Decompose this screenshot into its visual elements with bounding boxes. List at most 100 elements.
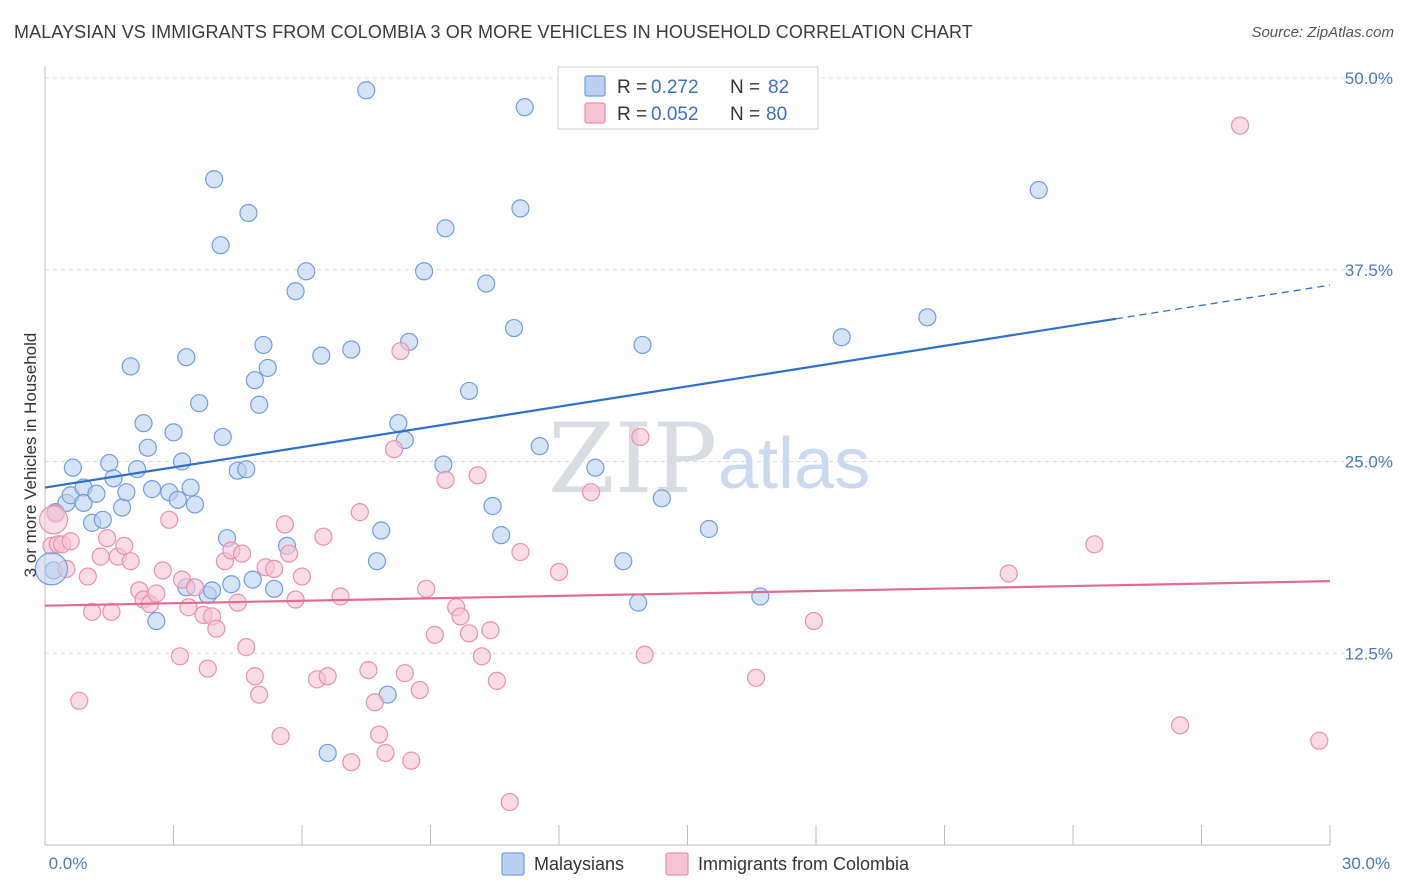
data-point-malaysians <box>142 480 162 499</box>
data-point-malaysians <box>652 489 671 508</box>
data-point-colombia-cluster <box>38 505 69 535</box>
data-point-malaysians <box>699 519 719 539</box>
data-point-colombia <box>160 510 179 529</box>
trend-line-colombia <box>44 580 1331 607</box>
legend-n-label-malaysians: N = <box>730 77 760 98</box>
data-point-malaysians <box>389 414 408 433</box>
x-tick-label-min: 0.0% <box>49 854 88 873</box>
data-point-malaysians <box>414 262 434 281</box>
data-point-malaysians <box>614 552 633 571</box>
data-point-malaysians <box>297 262 316 281</box>
data-point-malaysians <box>586 458 605 477</box>
data-point-malaysians <box>832 328 851 347</box>
data-point-colombia <box>350 503 369 522</box>
data-point-colombia <box>487 671 506 690</box>
data-point-colombia <box>185 578 205 597</box>
data-point-colombia <box>245 667 264 686</box>
data-point-malaysians <box>74 493 93 513</box>
bottom-legend-swatch-colombia <box>665 852 689 876</box>
data-point-malaysians <box>185 495 205 514</box>
data-point-colombia <box>237 638 256 657</box>
data-point-colombia <box>342 753 361 772</box>
data-point-colombia <box>472 647 491 666</box>
watermark-zip: ZIP <box>548 403 717 515</box>
legend-r-label-colombia: R = <box>617 104 647 125</box>
data-point-colombia <box>78 567 97 586</box>
data-point-malaysians <box>211 236 230 255</box>
data-point-malaysians <box>254 335 273 355</box>
data-point-colombia <box>275 515 294 534</box>
legend-n-value-colombia: 80 <box>766 104 787 125</box>
data-point-malaysians <box>459 381 479 401</box>
data-point-malaysians <box>87 484 106 503</box>
data-point-malaysians <box>245 371 264 390</box>
data-point-malaysians <box>504 318 524 338</box>
watermark: ZIP atlas <box>548 403 870 515</box>
data-point-colombia <box>500 792 519 812</box>
data-point-malaysians-cluster <box>34 552 69 586</box>
data-point-malaysians <box>190 394 209 413</box>
data-point-colombia <box>1085 535 1104 554</box>
data-point-malaysians <box>1029 180 1048 200</box>
data-point-malaysians <box>100 453 119 473</box>
grid-lines <box>45 77 1392 654</box>
data-point-malaysians <box>93 510 112 529</box>
y-tick-label: 12.5% <box>1345 644 1393 663</box>
data-point-malaysians <box>63 458 82 477</box>
legend-r-value-malaysians: 0.272 <box>651 77 699 98</box>
data-point-colombia <box>511 542 530 562</box>
data-point-colombia <box>292 567 312 586</box>
data-point-malaysians <box>202 581 222 600</box>
data-point-colombia <box>271 726 290 746</box>
data-point-malaysians <box>265 579 284 598</box>
data-point-colombia <box>391 341 410 361</box>
data-point-colombia <box>1230 116 1250 135</box>
data-point-colombia <box>91 547 110 566</box>
data-point-malaysians <box>477 274 496 293</box>
bottom-legend-label-colombia: Immigrants from Colombia <box>698 854 910 874</box>
bottom-legend-swatch-malaysians <box>501 852 525 876</box>
data-point-colombia <box>170 647 190 666</box>
data-point-colombia <box>102 602 121 621</box>
data-point-malaysians <box>918 308 937 327</box>
data-point-malaysians <box>205 170 224 189</box>
data-point-colombia <box>468 466 487 485</box>
data-point-malaysians <box>318 743 337 763</box>
data-point-colombia <box>147 584 166 603</box>
data-point-malaysians <box>372 521 391 540</box>
data-point-colombia <box>61 532 80 551</box>
data-point-malaysians <box>121 357 140 376</box>
data-point-colombia <box>207 619 226 638</box>
chart-source: Source: ZipAtlas.com <box>1251 24 1394 41</box>
data-point-malaysians <box>239 203 258 223</box>
data-point-colombia <box>582 483 601 502</box>
data-point-malaysians <box>434 455 453 474</box>
data-point-colombia <box>179 598 198 617</box>
data-point-malaysians <box>177 348 196 367</box>
x-tick-label-max: 30.0% <box>1342 854 1390 873</box>
data-point-colombia <box>198 659 217 678</box>
data-point-malaysians <box>492 526 511 545</box>
y-tick-label: 25.0% <box>1345 453 1393 472</box>
data-point-malaysians <box>286 282 305 301</box>
data-point-malaysians <box>633 335 652 355</box>
data-point-malaysians <box>515 98 534 117</box>
bottom-legend-label-malaysians: Malaysians <box>534 854 624 874</box>
data-point-malaysians <box>250 395 269 414</box>
data-point-malaysians <box>237 460 256 479</box>
data-point-malaysians <box>164 423 183 442</box>
data-point-colombia <box>318 667 337 686</box>
data-point-colombia <box>425 625 444 644</box>
data-point-colombia <box>280 544 299 563</box>
data-point-colombia <box>549 562 569 582</box>
data-point-colombia <box>365 693 384 712</box>
data-point-malaysians <box>367 552 387 571</box>
data-point-colombia <box>232 544 252 563</box>
data-point-malaysians <box>168 490 187 509</box>
data-point-colombia <box>436 470 455 490</box>
trend-lines <box>44 284 1331 607</box>
chart-title: MALAYSIAN VS IMMIGRANTS FROM COLOMBIA 3 … <box>14 22 973 42</box>
y-tick-label: 50.0% <box>1345 69 1393 88</box>
data-point-colombia <box>70 691 89 710</box>
